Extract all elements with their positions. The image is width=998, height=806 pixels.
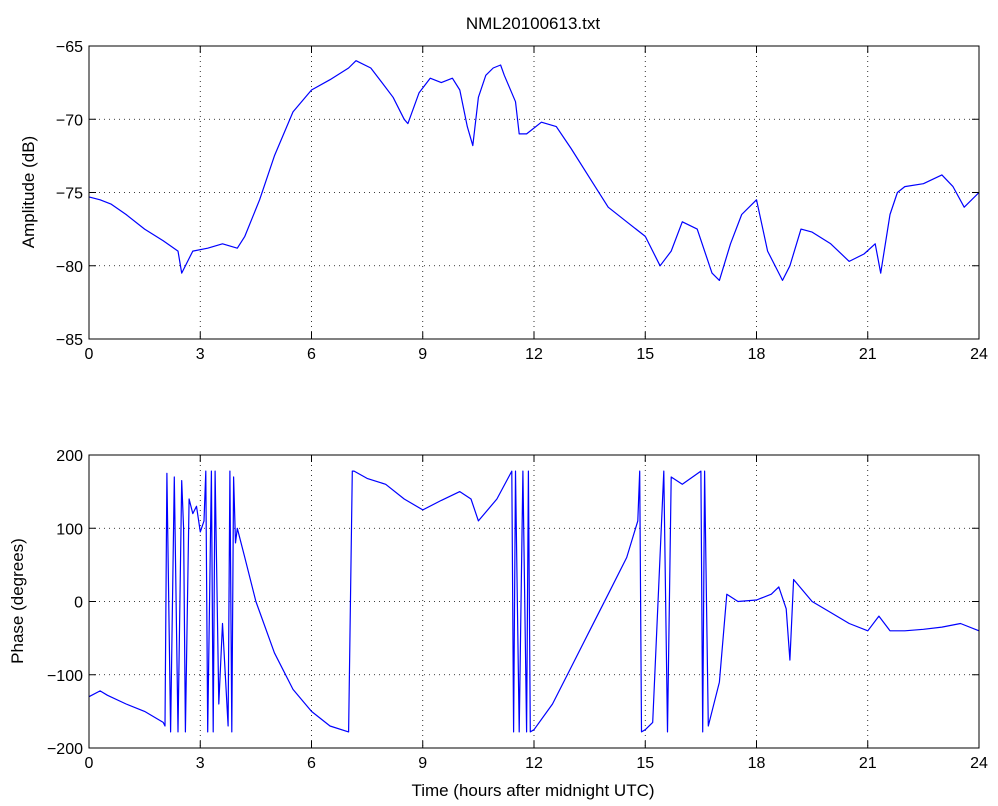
phase-xtick-label: 24 — [970, 755, 988, 772]
phase-ticks: 0 3 6 9 12 15 18 21 24 −200 −100 0 100 200 — [47, 448, 988, 772]
amplitude-xtick-label: 21 — [859, 346, 877, 363]
phase-xtick-label: 3 — [196, 755, 205, 772]
phase-xtick-label: 15 — [636, 755, 654, 772]
figure-title: NML20100613.txt — [466, 14, 600, 33]
amplitude-series-line — [88, 60, 980, 281]
phase-grid — [89, 455, 979, 748]
phase-ytick-label: 100 — [56, 521, 83, 538]
amplitude-xtick-label: 12 — [525, 346, 543, 363]
phase-plot-area — [88, 470, 980, 733]
x-axis-label: Time (hours after midnight UTC) — [411, 781, 654, 800]
phase-xtick-label: 18 — [748, 755, 766, 772]
phase-xtick-label: 0 — [85, 755, 94, 772]
amplitude-ytick-label: −80 — [56, 259, 83, 276]
phase-ytick-label: 0 — [74, 595, 83, 612]
phase-xtick-label: 21 — [859, 755, 877, 772]
phase-axes: 0 3 6 9 12 15 18 21 24 −200 −100 0 100 200 Phase (deg… — [8, 448, 988, 772]
amplitude-xtick-label: 24 — [970, 346, 988, 363]
amplitude-axes: 0 3 6 9 12 15 18 21 24 −85 −80 −75 −70 −65 Amplitude … — [19, 39, 988, 363]
amplitude-ylabel: Amplitude (dB) — [19, 136, 38, 248]
amplitude-ytick-label: −65 — [56, 39, 83, 56]
amplitude-xtick-label: 3 — [196, 346, 205, 363]
amplitude-xtick-label: 6 — [307, 346, 316, 363]
phase-xtick-label: 12 — [525, 755, 543, 772]
amplitude-plot-area — [88, 60, 980, 281]
phase-ytick-label: 200 — [56, 448, 83, 465]
amplitude-xtick-label: 15 — [636, 346, 654, 363]
phase-ytick-label: −100 — [47, 668, 83, 685]
amplitude-xtick-label: 0 — [85, 346, 94, 363]
phase-ylabel: Phase (degrees) — [8, 538, 27, 664]
phase-xtick-label: 9 — [418, 755, 427, 772]
amplitude-xtick-label: 9 — [418, 346, 427, 363]
amplitude-ytick-label: −70 — [56, 112, 83, 129]
phase-ytick-label: −200 — [47, 741, 83, 758]
amplitude-xtick-label: 18 — [748, 346, 766, 363]
amplitude-ytick-label: −85 — [56, 332, 83, 349]
amplitude-ticks: 0 3 6 9 12 15 18 21 24 −85 −80 −75 −70 −65 — [56, 39, 988, 363]
phase-xtick-label: 6 — [307, 755, 316, 772]
phase-series-line — [88, 470, 980, 733]
amplitude-grid — [89, 46, 979, 339]
amplitude-ytick-label: −75 — [56, 186, 83, 203]
